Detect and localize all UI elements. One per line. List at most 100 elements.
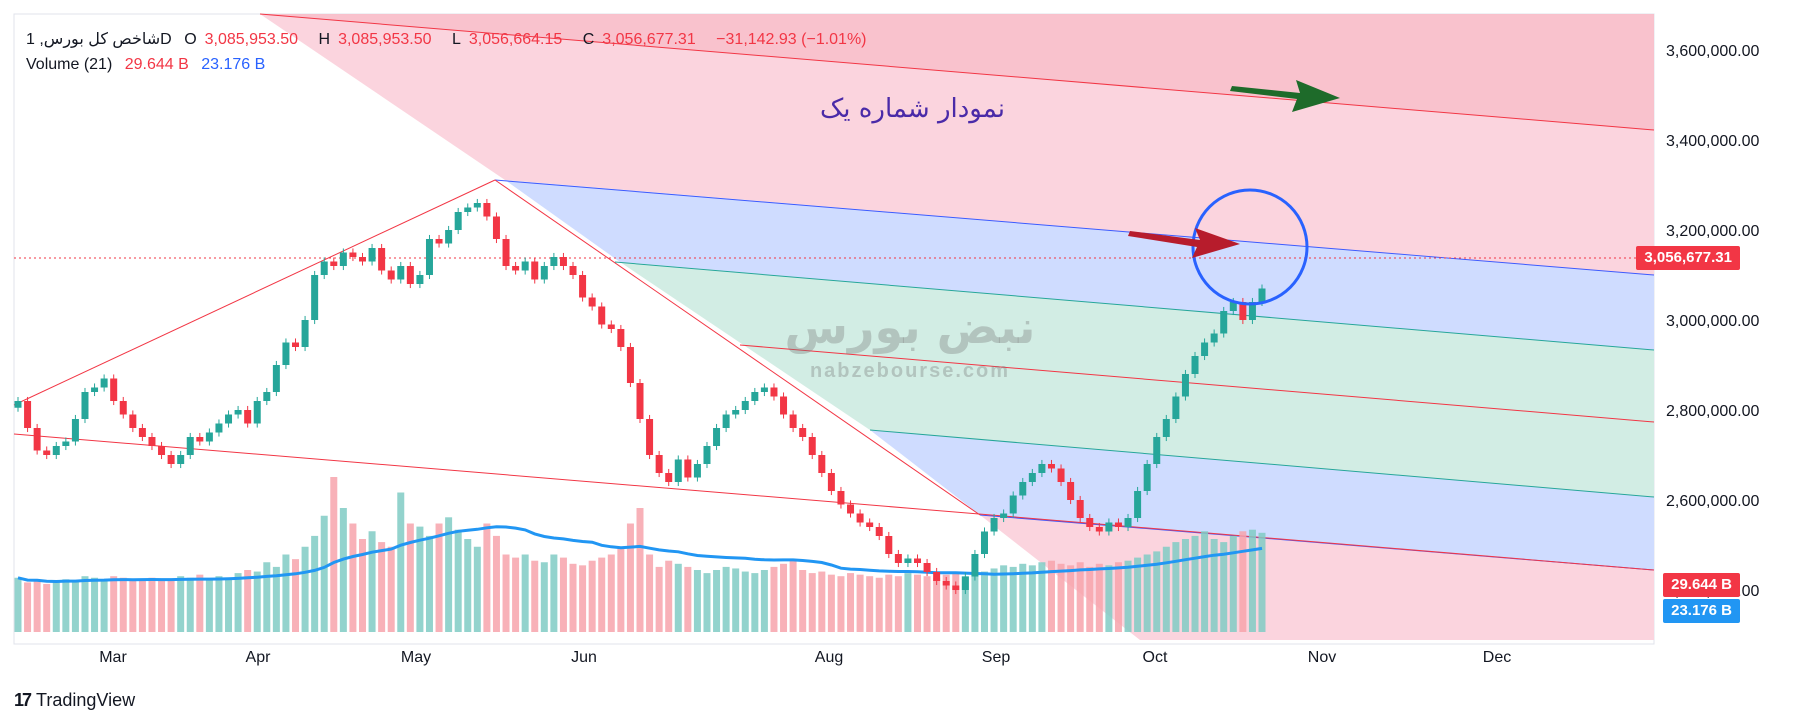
volume-bar (780, 563, 788, 632)
candle-body (914, 558, 922, 563)
teal-line-2 (869, 429, 1655, 498)
x-tick-label: Aug (815, 649, 843, 666)
volume-bar (492, 535, 500, 632)
symbol-label[interactable]: شاخص کل بورس, 1D (26, 31, 172, 48)
volume-bar (1086, 566, 1094, 632)
y-tick-label: 3,600,000.00 (1666, 43, 1760, 60)
volume-bar (138, 579, 146, 632)
tradingview-brand[interactable]: 17 TradingView (14, 690, 135, 711)
candle-body (1229, 302, 1237, 311)
candle-body (626, 347, 634, 383)
volume-bar (1114, 562, 1122, 632)
volume-bar (24, 582, 32, 632)
volume-bar (732, 568, 740, 632)
volume-bar (282, 554, 290, 632)
volume-bar (847, 573, 855, 632)
trend-line-up (13, 179, 496, 406)
volume-bar (684, 566, 692, 632)
candle-body (540, 266, 548, 280)
volume-bar (33, 580, 41, 632)
blue-line-upper (494, 179, 1655, 276)
candle-body (81, 392, 89, 419)
green-arrow (1230, 80, 1340, 112)
volume-bar (387, 546, 395, 632)
candle-body (1047, 464, 1055, 469)
candle-body (521, 261, 529, 271)
volume-bar (569, 563, 577, 632)
tradingview-name: TradingView (36, 690, 136, 710)
volume-bars (14, 477, 1266, 632)
teal-line-1 (614, 261, 1655, 351)
candle-body (923, 563, 931, 572)
volume-bar (100, 579, 108, 632)
volume-bar (665, 560, 673, 632)
candle-body (512, 266, 520, 271)
candle-body (378, 248, 386, 271)
candle-body (282, 342, 290, 365)
x-tick-label: Sep (982, 649, 1011, 666)
candle-body (492, 216, 500, 239)
change-value: −31,142.93 (−1.01%) (716, 31, 867, 48)
x-axis: Mar Apr May Jun Aug Sep Oct Nov Dec (99, 649, 1511, 666)
candle-body (588, 297, 596, 307)
volume-bar (1009, 566, 1017, 632)
volume-bar (607, 554, 615, 632)
candle-body (71, 419, 79, 442)
volume-bar (1124, 560, 1132, 632)
volume-bar (1134, 557, 1142, 632)
volume-bar (952, 573, 960, 632)
volume-bar (531, 560, 539, 632)
volume-bar (215, 576, 223, 632)
volume-bar (43, 583, 51, 632)
volume-bar (129, 580, 137, 632)
volume-bar (119, 577, 127, 632)
volume-row: Volume (21) 29.644 B 23.176 B (26, 52, 875, 77)
pitchfork-bands (14, 14, 1654, 640)
volume-ma-line (17, 525, 1263, 584)
candle-body (799, 428, 807, 437)
candle-body (464, 207, 472, 212)
volume-bar (52, 582, 60, 632)
candle-body (1124, 518, 1132, 527)
candle-body (406, 266, 414, 284)
candle-body (1028, 473, 1036, 482)
candle-body (980, 531, 988, 554)
volume-bar (1105, 565, 1113, 632)
candle-body (177, 455, 185, 464)
candle-body (129, 414, 137, 428)
candle-body (885, 536, 893, 554)
volume-bar (933, 577, 941, 632)
volume-bar (799, 570, 807, 632)
volume-bar (579, 565, 587, 632)
volume-bar (512, 557, 520, 632)
candle-body (1114, 522, 1122, 527)
volume-bar (378, 542, 386, 632)
candle-body (1105, 522, 1113, 532)
volume-bar (311, 535, 319, 632)
candle-body (138, 428, 146, 437)
x-tick-label: Oct (1143, 649, 1168, 666)
volume-bar (1239, 531, 1247, 632)
candle-body (617, 329, 625, 347)
candle-body (531, 261, 539, 280)
volume-label[interactable]: Volume (21) (26, 56, 113, 73)
volume-tag: 29.644 B (1663, 573, 1740, 597)
candle-body (349, 252, 357, 257)
candle-body (703, 446, 711, 464)
x-tick-label: Dec (1483, 649, 1511, 666)
watermark: نبض بورس nabzebourse.com (760, 300, 1060, 383)
volume-bar (751, 573, 759, 632)
volume-bar (980, 571, 988, 632)
blue-band-lower (870, 430, 1654, 570)
volume-bar (1201, 531, 1209, 632)
volume-bar (272, 566, 280, 632)
candle-body (1201, 342, 1209, 356)
volume-bar (1028, 565, 1036, 632)
y-tick-label: 2,800,000.00 (1666, 403, 1760, 420)
candle-body (320, 261, 328, 275)
volume-bar (713, 570, 721, 632)
trend-line-down (494, 179, 981, 516)
volume-bar (636, 508, 644, 632)
volume-bar (253, 571, 261, 632)
candle-body (454, 212, 462, 230)
